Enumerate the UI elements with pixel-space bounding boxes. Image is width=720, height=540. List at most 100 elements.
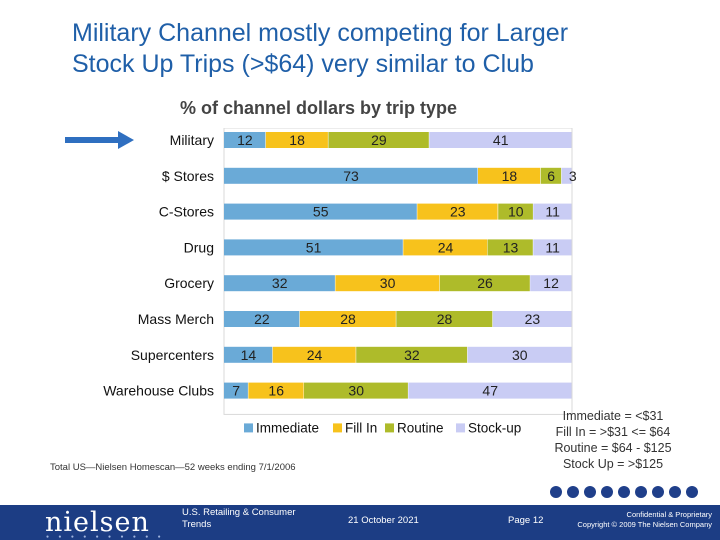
data-label: 32 xyxy=(272,275,288,291)
category-label: Warehouse Clubs xyxy=(103,383,214,399)
dot-icon xyxy=(584,486,596,498)
category-label: C-Stores xyxy=(159,204,214,220)
data-label: 30 xyxy=(380,275,396,291)
data-label: 26 xyxy=(477,275,493,291)
bar-segment xyxy=(224,239,403,256)
bar-segment xyxy=(248,382,304,399)
title-line-2: Stock Up Trips (>$64) very similar to Cl… xyxy=(72,50,534,78)
category-label: Military xyxy=(170,132,214,148)
logo-dots-decoration: ● ● ● ● ● ● ● ● ● ● xyxy=(46,534,165,540)
confidential-text: Confidential & Proprietary xyxy=(626,510,712,519)
data-label: 11 xyxy=(545,204,560,220)
category-label: Supercenters xyxy=(131,347,214,363)
definition-immediate: Immediate = <$31 xyxy=(562,409,664,423)
bar-segment xyxy=(335,275,440,292)
bar-segment xyxy=(533,239,572,256)
bar-segment xyxy=(429,132,572,148)
bar-segment xyxy=(224,311,300,327)
legend-label: Stock-up xyxy=(468,420,521,435)
trip-type-definitions: Immediate = <$31 Fill In = >$31 <= $64 R… xyxy=(528,408,698,472)
dot-icon xyxy=(550,486,562,498)
bar-segment xyxy=(356,346,468,363)
dot-icon xyxy=(567,486,579,498)
data-label: 41 xyxy=(493,132,509,148)
data-label: 28 xyxy=(340,311,356,327)
footer-department-line-1: U.S. Retailing & Consumer xyxy=(182,507,296,518)
data-label: 73 xyxy=(343,168,359,184)
data-label: 47 xyxy=(482,383,498,399)
copyright-text: Copyright © 2009 The Nielsen Company xyxy=(577,520,712,529)
legend-swatch xyxy=(244,423,253,433)
data-label: 18 xyxy=(289,132,305,148)
bar-segment xyxy=(224,275,335,292)
category-label: Drug xyxy=(184,239,214,255)
data-label: 30 xyxy=(512,347,528,363)
bar-segment xyxy=(561,167,572,184)
bar-segment xyxy=(224,167,478,184)
dot-icon xyxy=(601,486,613,498)
bar-segment xyxy=(224,382,248,399)
footer-date: 21 October 2021 xyxy=(348,515,419,526)
data-label: 14 xyxy=(241,347,257,363)
bar-segment xyxy=(467,346,572,363)
bar-segment xyxy=(224,132,266,148)
source-footnote: Total US—Nielsen Homescan—52 weeks endin… xyxy=(50,462,296,473)
data-label: 12 xyxy=(543,275,559,291)
bar-segment xyxy=(408,382,572,399)
bar-segment xyxy=(272,346,356,363)
bar-segment xyxy=(417,203,498,220)
data-label: 13 xyxy=(503,239,519,255)
category-label: Grocery xyxy=(164,275,214,291)
dot-icon xyxy=(652,486,664,498)
data-label: 23 xyxy=(525,311,541,327)
data-label: 18 xyxy=(502,168,518,184)
bar-segment xyxy=(304,382,408,399)
data-label: 55 xyxy=(313,204,329,220)
bar-segment xyxy=(498,203,533,220)
dot-icon xyxy=(618,486,630,498)
bar-segment xyxy=(299,311,396,327)
dot-icon xyxy=(635,486,647,498)
bar-segment xyxy=(487,239,533,256)
data-label: 30 xyxy=(348,383,364,399)
legend-label: Immediate xyxy=(256,420,319,435)
definition-stock-up: Stock Up = >$125 xyxy=(562,457,664,471)
data-label: 12 xyxy=(237,132,253,148)
data-label: 16 xyxy=(268,383,284,399)
highlight-arrow-icon xyxy=(65,131,134,149)
category-label: Mass Merch xyxy=(138,311,214,327)
dot-icon xyxy=(669,486,681,498)
bar-segment xyxy=(533,203,572,220)
chart-title: % of channel dollars by trip type xyxy=(180,98,458,118)
data-label: 24 xyxy=(438,239,454,255)
nielsen-logo: nielsen xyxy=(45,507,150,538)
bar-segment xyxy=(224,203,417,220)
bar-segment xyxy=(478,167,541,184)
bar-segment xyxy=(492,311,572,327)
bar-segment xyxy=(439,275,530,292)
data-label: 24 xyxy=(307,347,323,363)
bar-segment xyxy=(328,132,429,148)
data-label: 22 xyxy=(254,311,270,327)
slide-title: Military Channel mostly competing for La… xyxy=(72,18,692,80)
data-label: 10 xyxy=(508,204,524,220)
title-line-1: Military Channel mostly competing for La… xyxy=(72,19,569,47)
footer-confidential: Confidential & Proprietary Copyright © 2… xyxy=(577,510,712,530)
bar-segment xyxy=(224,346,273,363)
data-label: 32 xyxy=(404,347,420,363)
data-label: 6 xyxy=(547,168,555,184)
bar-segment xyxy=(540,167,562,184)
category-label: $ Stores xyxy=(162,168,214,184)
plot-frame xyxy=(223,128,573,415)
page-number: Page 12 xyxy=(508,515,544,526)
decorative-dots xyxy=(550,486,698,498)
bar-segment xyxy=(396,311,493,327)
data-label: 11 xyxy=(545,239,560,255)
legend-label: Routine xyxy=(397,420,444,435)
stacked-bar-chart: Military 12 18 29 41 $ Stores 73 18 6 3 C-Stores 55… xyxy=(65,128,577,435)
footer-bar: nielsen ● ● ● ● ● ● ● ● ● ● U.S. Retaili… xyxy=(0,505,720,540)
data-label: 3 xyxy=(569,168,577,184)
legend-swatch xyxy=(333,423,342,433)
footer-department-line-2: Trends xyxy=(182,519,212,530)
dot-icon xyxy=(686,486,698,498)
